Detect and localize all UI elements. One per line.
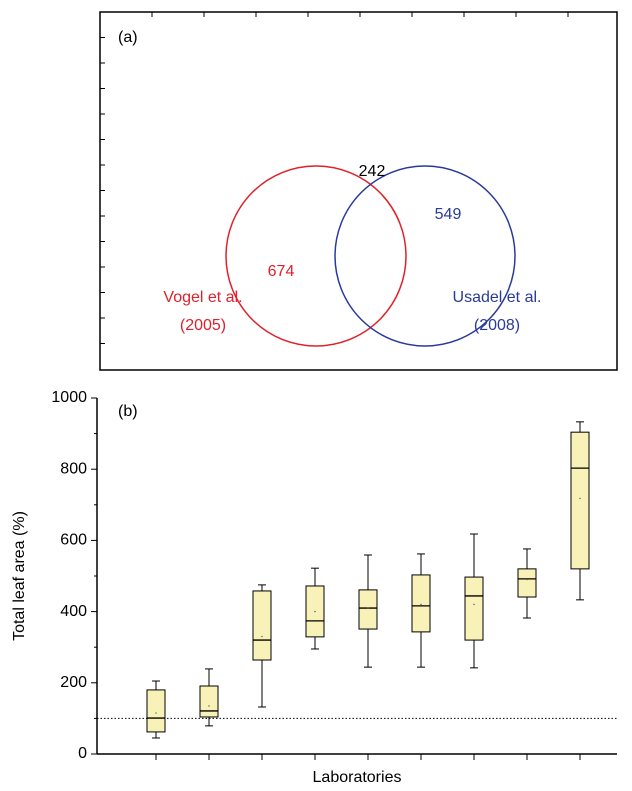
venn-circle [334, 165, 516, 347]
y-tick-label: 400 [60, 603, 87, 620]
panel-a-label: (a) [118, 29, 138, 46]
box [252, 590, 272, 661]
venn-overlap-count: 242 [359, 163, 386, 180]
y-tick-label: 600 [60, 532, 87, 549]
mean [261, 635, 263, 638]
mean [579, 497, 581, 500]
venn-count: 549 [435, 206, 462, 223]
x-axis-label: Laboratories [313, 769, 402, 786]
venn-set-label: Usadel et al. [453, 289, 542, 306]
y-tick-label: 1000 [51, 389, 87, 406]
venn-set-label: (2008) [474, 317, 520, 334]
venn-set-label: (2005) [180, 317, 226, 334]
mean [367, 607, 369, 609]
mean [420, 603, 422, 606]
venn-count: 674 [268, 263, 295, 280]
box [570, 431, 590, 570]
mean [208, 705, 210, 707]
box [199, 685, 219, 718]
venn-set-label: Vogel et al. [163, 289, 242, 306]
mean [155, 712, 157, 714]
box [358, 589, 378, 630]
mean [473, 603, 475, 606]
y-tick-label: 0 [78, 745, 87, 762]
panel-b-label: (b) [118, 403, 138, 420]
box [411, 574, 431, 633]
venn-circle [225, 165, 407, 347]
box [464, 576, 484, 641]
mean [314, 610, 316, 613]
box [517, 568, 537, 598]
y-axis-label: Total leaf area (%) [11, 511, 28, 641]
y-tick-label: 200 [60, 674, 87, 691]
box [146, 689, 166, 733]
y-tick-label: 800 [60, 460, 87, 477]
mean [526, 578, 528, 581]
